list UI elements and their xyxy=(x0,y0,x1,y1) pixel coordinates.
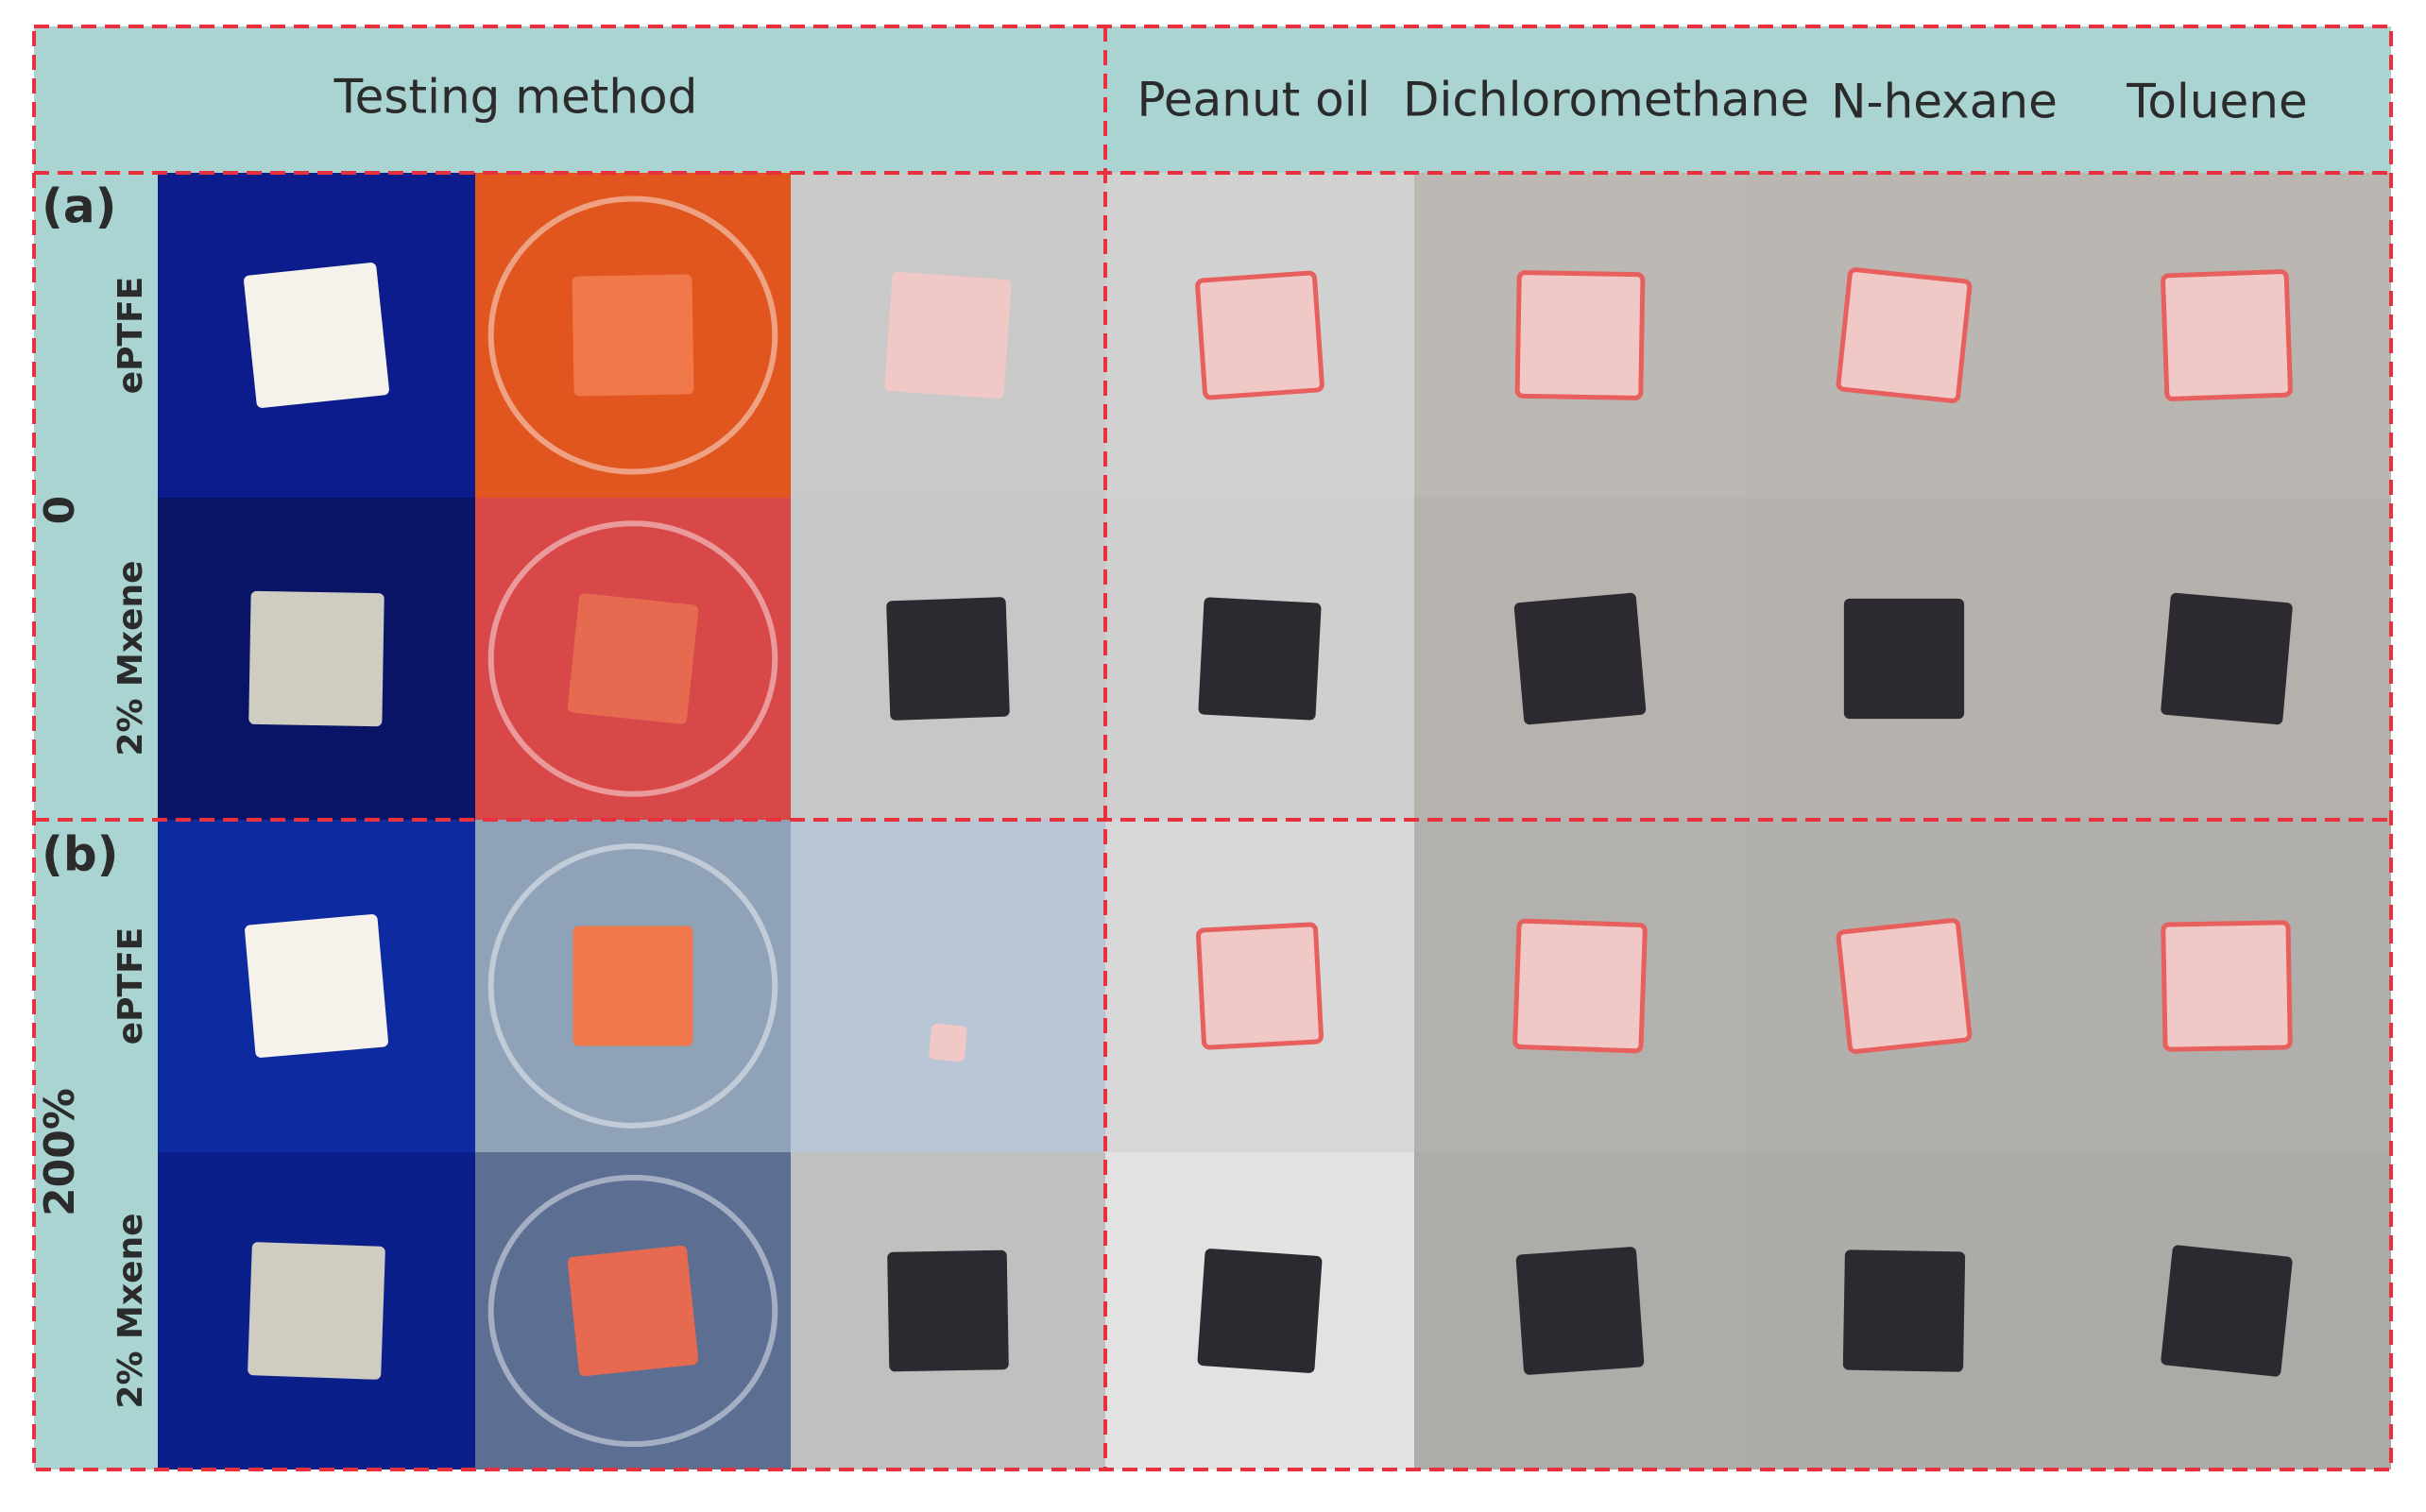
beaker xyxy=(487,843,778,1129)
photo-grid xyxy=(158,173,2391,1470)
row-label: 2% Mxene xyxy=(111,560,150,756)
panel-label: (a) xyxy=(42,179,116,234)
sample xyxy=(248,1242,385,1380)
sample xyxy=(2161,592,2293,725)
sample xyxy=(1843,598,1965,720)
strain-label: 0 xyxy=(36,496,84,525)
row-label: 2% Mxene xyxy=(111,1213,150,1408)
sample xyxy=(248,590,384,727)
sample xyxy=(244,263,389,408)
sample xyxy=(1198,597,1322,721)
sample xyxy=(2161,1245,2293,1377)
beaker xyxy=(487,195,778,475)
row-label: ePTFE xyxy=(111,277,150,395)
sample xyxy=(567,593,699,724)
header-solvent: N-hexane xyxy=(1831,75,2058,129)
beaker xyxy=(487,520,778,797)
sample xyxy=(1842,1249,1966,1372)
sample xyxy=(1195,270,1324,400)
sample xyxy=(929,1023,967,1062)
panel-label: (b) xyxy=(42,827,119,882)
sample xyxy=(567,1245,699,1377)
dashed-frame xyxy=(32,25,2393,1471)
sample xyxy=(572,926,693,1046)
sample xyxy=(1513,592,1647,725)
sample xyxy=(572,274,694,397)
header-method: Testing method xyxy=(333,70,698,125)
header-solvent: Toluene xyxy=(2126,75,2307,129)
labels: Testing method Peanut oil Dichloromethan… xyxy=(36,70,2308,1409)
sample xyxy=(2161,920,2293,1052)
header-solvent: Dichloromethane xyxy=(1403,73,1809,127)
sample xyxy=(1836,918,1973,1054)
beaker xyxy=(487,1174,778,1448)
row-label: ePTFE xyxy=(111,927,150,1045)
sample xyxy=(1196,922,1324,1050)
sample xyxy=(245,914,388,1058)
sample xyxy=(1515,1247,1645,1375)
sample xyxy=(1512,918,1648,1054)
sample xyxy=(1197,1249,1323,1373)
sample xyxy=(1514,270,1646,400)
sample xyxy=(887,1249,1009,1372)
sample xyxy=(884,271,1012,399)
sample xyxy=(886,597,1010,721)
sample xyxy=(1836,267,1973,403)
sample xyxy=(2161,269,2293,401)
header-solvent: Peanut oil xyxy=(1136,73,1370,127)
strain-label: 200% xyxy=(36,1088,84,1216)
photo xyxy=(791,820,1105,1152)
